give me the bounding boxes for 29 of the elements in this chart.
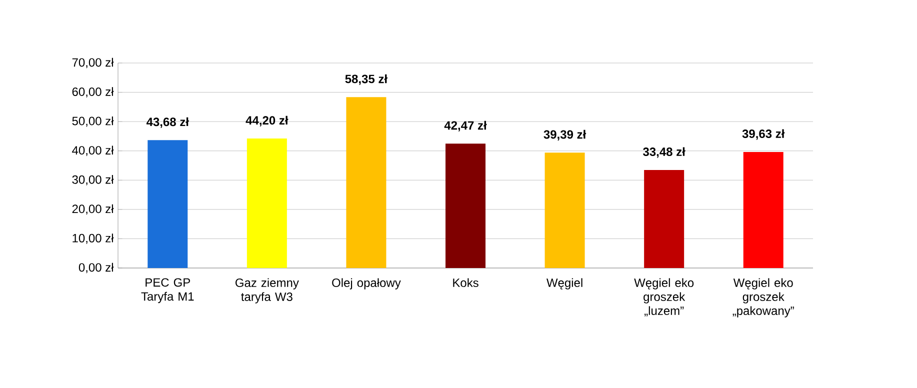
bar [446,144,486,268]
data-label: 44,20 zł [246,116,288,126]
y-tick-label: 50,00 zł [72,116,114,127]
bar [544,152,585,268]
data-label: 33,48 zł [643,147,686,158]
data-label: 42,47 zł [444,120,487,132]
bar [148,140,188,268]
y-tick-label: 0,00 zł [78,262,114,274]
bar [246,138,287,268]
bar [743,152,784,268]
x-tick-label: Olej opałowy [332,278,401,290]
y-tick-label: 20,00 zł [72,204,114,215]
x-tick-label: Gaz ziemny taryfa W3 [236,278,299,304]
x-tick-label: Węgiel [546,278,582,290]
data-label: 43,68 zł [146,117,189,128]
x-tick-label: Węgiel eko groszek „luzem” [634,278,694,316]
y-tick-label: 30,00 zł [72,175,114,186]
bar [644,170,684,268]
x-tick-label: Koks [453,278,478,288]
y-tick-label: 10,00 zł [72,234,114,244]
x-tick-label: PEC GP Taryfa M1 [141,278,194,304]
bar [346,97,386,268]
data-label: 58,35 zł [345,74,388,85]
x-tick-label: Węgiel eko groszek „pakowany” [732,278,794,318]
y-tick-label: 60,00 zł [72,87,114,98]
y-tick-label: 70,00 zł [72,58,114,68]
data-label: 39,63 zł [742,129,785,140]
y-tick-label: 40,00 zł [72,146,114,156]
data-label: 39,39 zł [544,130,586,140]
